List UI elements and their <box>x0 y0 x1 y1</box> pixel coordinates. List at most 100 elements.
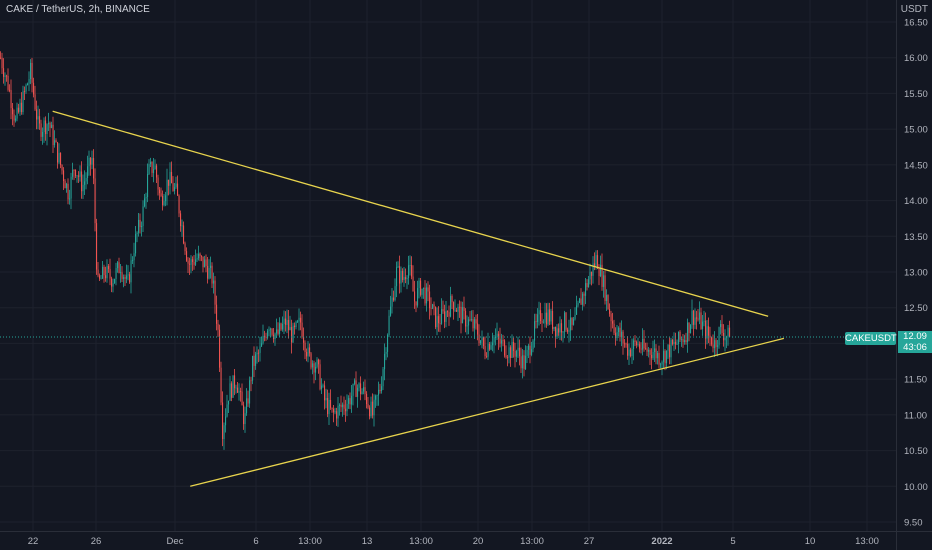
candle-body <box>640 348 642 350</box>
candle-body <box>408 265 410 279</box>
candle-body <box>636 341 638 346</box>
candle-body <box>216 304 218 324</box>
candle-body <box>45 120 47 135</box>
candle-body <box>379 389 381 392</box>
candle-body <box>186 251 188 261</box>
candle-body <box>405 277 407 280</box>
candle-body <box>451 296 453 303</box>
candle-body <box>336 411 338 419</box>
y-tick-label: 14.00 <box>904 196 928 207</box>
candle-body <box>339 404 341 406</box>
candle-body <box>501 340 503 344</box>
candle-body <box>169 171 171 186</box>
candle-body <box>660 364 662 366</box>
candle-body <box>96 223 98 270</box>
candle-body <box>223 425 225 440</box>
candle-body <box>591 271 593 276</box>
candle-body <box>676 343 678 345</box>
candle-body <box>112 283 114 287</box>
candle-body <box>141 225 143 228</box>
candle-body <box>114 278 116 284</box>
candle-body <box>388 315 390 336</box>
candle-body <box>414 291 416 302</box>
x-tick-label: 6 <box>253 536 258 547</box>
candle-body <box>394 286 396 301</box>
candle-body <box>361 391 363 395</box>
candle-body <box>54 140 56 145</box>
candle-body <box>285 318 287 325</box>
candle-body <box>198 253 200 259</box>
candle-body <box>642 338 644 350</box>
candle-body <box>324 385 326 401</box>
candle-body <box>102 266 104 279</box>
candle-body <box>462 307 464 324</box>
candle-body <box>387 335 389 352</box>
candle-body <box>393 297 395 301</box>
candle-body <box>603 275 605 287</box>
candle-body <box>129 274 131 283</box>
candle-body <box>672 339 674 345</box>
candle-body <box>6 75 8 77</box>
candle-body <box>106 266 108 279</box>
candle-body <box>154 165 156 170</box>
candle-body <box>610 313 612 322</box>
candle-body <box>261 343 263 347</box>
candle-body <box>685 340 687 343</box>
candle-body <box>97 269 99 276</box>
candle-body <box>651 354 653 359</box>
candle-body <box>637 344 639 346</box>
candle-body <box>156 165 158 178</box>
candle-body <box>583 293 585 296</box>
candle-body <box>495 337 497 338</box>
candle-body <box>643 338 645 349</box>
candle-body <box>409 265 411 266</box>
candle-body <box>439 323 441 325</box>
candle-body <box>523 355 525 370</box>
candle-body <box>492 342 494 346</box>
candle-body <box>207 265 209 279</box>
candle-body <box>4 75 6 77</box>
candle-body <box>73 170 75 171</box>
candle-body <box>340 404 342 408</box>
candle-body <box>714 340 716 349</box>
candle-body <box>270 328 272 330</box>
candle-body <box>561 323 563 333</box>
candle-body <box>616 332 618 339</box>
candle-body <box>526 349 528 356</box>
candle-body <box>99 275 101 279</box>
candle-body <box>208 267 210 279</box>
candle-body <box>316 359 318 367</box>
candle-body <box>520 356 522 369</box>
candle-body <box>364 387 366 394</box>
x-tick-label: 13:00 <box>520 536 544 547</box>
candle-body <box>559 323 561 333</box>
candle-body <box>645 348 647 350</box>
candle-body <box>664 350 666 364</box>
candle-body <box>160 193 162 197</box>
candle-body <box>289 327 291 331</box>
candle-body <box>10 90 12 109</box>
candle-body <box>34 94 36 110</box>
candle-body <box>514 350 516 357</box>
candle-body <box>241 391 243 406</box>
candle-body <box>681 339 683 340</box>
candle-body <box>132 260 134 261</box>
candle-body <box>213 280 215 284</box>
candle-body <box>298 317 300 322</box>
candle-body <box>145 197 147 199</box>
candle-body <box>64 180 66 189</box>
candle-body <box>721 324 723 333</box>
candle-body <box>192 259 194 262</box>
candle-body <box>123 277 125 279</box>
candle-body <box>120 272 122 274</box>
x-tick-label: 13:00 <box>298 536 322 547</box>
candle-body <box>82 184 84 192</box>
candle-body <box>264 335 266 337</box>
x-tick-label: 10 <box>805 536 816 547</box>
candle-body <box>84 181 86 185</box>
candle-body <box>40 123 42 137</box>
candle-body <box>78 175 80 177</box>
candle-body <box>619 327 621 337</box>
candle-body <box>378 389 380 396</box>
